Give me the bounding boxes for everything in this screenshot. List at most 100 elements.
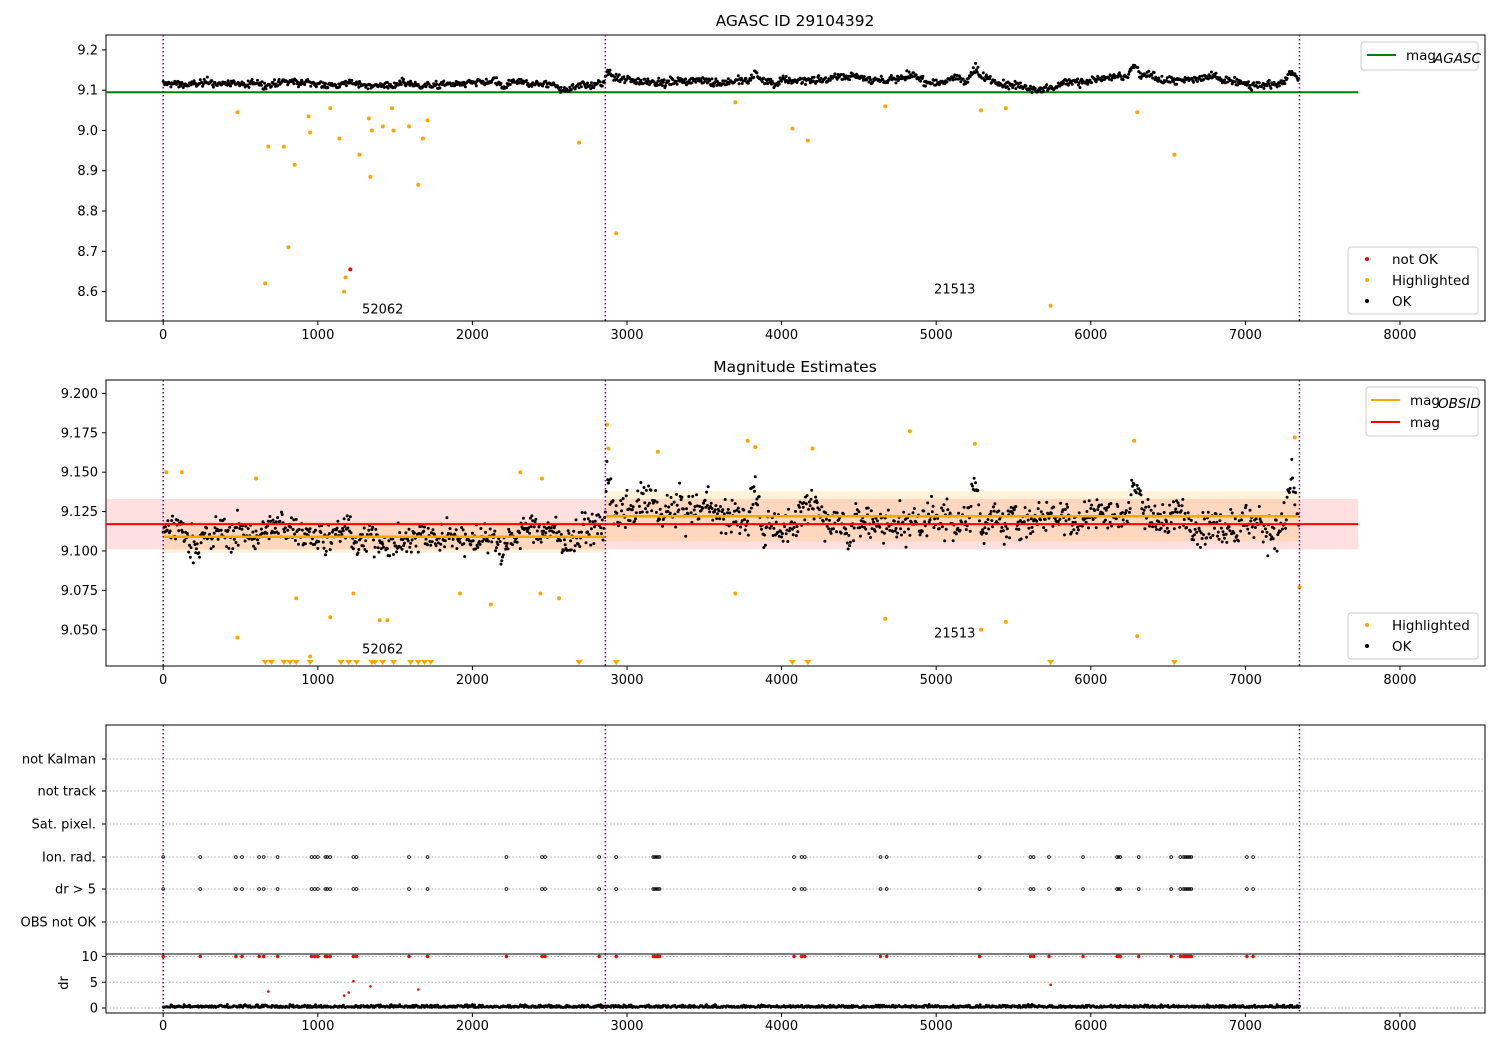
ok-point <box>1192 533 1196 537</box>
ok-point <box>176 518 180 522</box>
ok-point <box>240 527 244 531</box>
legend-label: Highlighted <box>1392 273 1470 289</box>
ok-point <box>1070 530 1073 534</box>
ok-point <box>1237 519 1241 523</box>
ok-point <box>1019 537 1023 541</box>
ok-point <box>1129 493 1133 497</box>
ok-point <box>1139 493 1143 497</box>
below-range-marker <box>306 660 314 665</box>
ok-point <box>823 539 827 543</box>
ok-point <box>835 511 839 515</box>
ok-point <box>665 493 669 497</box>
ok-point <box>1066 83 1070 87</box>
ok-point <box>726 77 730 81</box>
ok-point <box>463 555 467 558</box>
ok-point <box>1203 542 1207 546</box>
ok-point <box>634 517 637 521</box>
ok-point <box>781 539 785 543</box>
ok-point <box>1233 517 1237 521</box>
ok-point <box>324 553 327 557</box>
estimates-panel: Magnitude Estimates 0 1000 2000 3000 4000 500… <box>61 358 1486 688</box>
highlighted-point <box>518 470 523 475</box>
ok-point <box>1151 511 1155 515</box>
ok-point <box>205 75 209 79</box>
ok-point <box>942 503 946 507</box>
flag-point <box>614 855 618 859</box>
ok-point <box>436 541 440 545</box>
ok-point <box>554 515 558 519</box>
ok-point <box>1089 507 1093 510</box>
ok-point <box>548 529 552 533</box>
ok-point <box>303 532 307 536</box>
ok-point <box>1202 77 1206 81</box>
ok-point <box>250 537 254 541</box>
ok-point <box>572 549 576 553</box>
dr-point <box>168 1005 172 1009</box>
ok-point <box>232 537 236 541</box>
ok-point <box>1264 535 1268 538</box>
ok-point <box>691 494 695 498</box>
ok-point <box>506 547 510 551</box>
ok-point <box>1107 505 1111 509</box>
ok-point <box>253 547 257 551</box>
ok-point <box>580 511 584 514</box>
ok-point <box>835 530 838 534</box>
x-tick-label: 0 <box>159 328 167 343</box>
flag-point <box>878 855 883 859</box>
ok-point <box>899 527 903 531</box>
ok-point <box>1207 532 1211 536</box>
ok-point <box>531 519 535 523</box>
ok-point <box>722 512 726 516</box>
ok-point <box>841 77 845 81</box>
ok-point <box>463 85 467 89</box>
ok-point <box>198 78 202 82</box>
ok-point <box>784 532 788 536</box>
ok-point <box>608 502 612 506</box>
ok-point <box>724 532 728 535</box>
ok-point <box>174 80 178 84</box>
ok-point <box>988 512 992 516</box>
x-tick-label: 5000 <box>920 673 953 688</box>
ok-point <box>1146 498 1150 501</box>
ok-point <box>533 520 537 524</box>
ok-point <box>715 512 719 516</box>
ok-point <box>975 70 979 74</box>
ok-point <box>188 555 192 559</box>
ok-point <box>1017 527 1021 531</box>
highlighted-point <box>488 602 493 607</box>
flag-point <box>657 887 662 891</box>
ok-point <box>807 500 811 504</box>
ok-point <box>1026 518 1030 522</box>
ok-point <box>913 507 916 510</box>
ok-point <box>1063 508 1067 511</box>
ok-point <box>349 531 353 535</box>
ok-point <box>566 548 569 552</box>
ok-point <box>222 517 226 521</box>
ok-point <box>590 512 594 516</box>
ok-point <box>296 80 300 84</box>
ok-point <box>256 541 260 545</box>
ok-point <box>760 527 763 531</box>
ok-point <box>1177 504 1181 508</box>
flag-point <box>1116 855 1121 859</box>
ok-point <box>803 518 807 522</box>
ok-point <box>198 555 201 559</box>
ok-point <box>1254 517 1258 521</box>
ok-point <box>971 66 975 70</box>
ok-point <box>999 529 1003 533</box>
ok-point <box>680 495 684 499</box>
ok-point <box>212 531 216 535</box>
ok-point <box>1209 70 1213 74</box>
ok-point <box>528 516 532 520</box>
ok-point <box>906 527 910 531</box>
highlighted-point <box>972 441 977 446</box>
x-tick-label: 6000 <box>1074 1019 1107 1034</box>
ok-point <box>246 83 249 87</box>
ok-point <box>508 530 511 534</box>
ok-point <box>783 78 787 82</box>
ok-point <box>881 78 885 81</box>
ok-point <box>395 550 399 554</box>
ok-point <box>440 531 444 535</box>
ok-point <box>433 533 436 536</box>
ok-point <box>358 533 362 537</box>
